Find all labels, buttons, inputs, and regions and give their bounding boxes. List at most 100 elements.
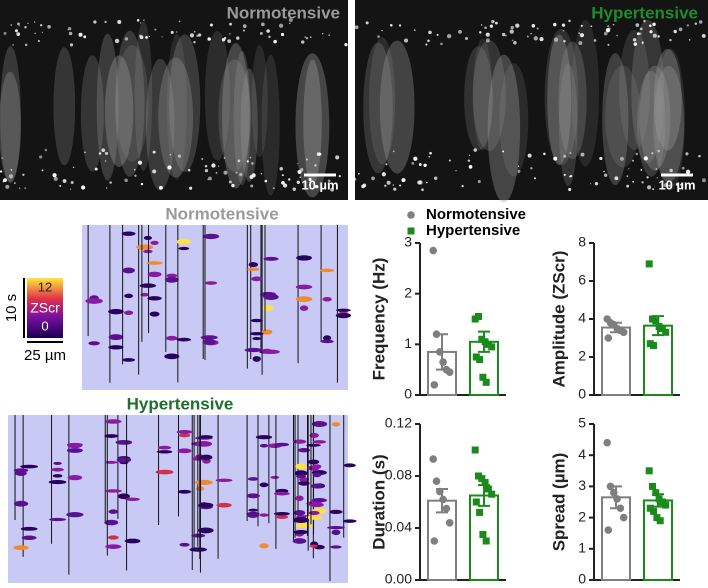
- granule: [204, 168, 209, 173]
- granule: [455, 170, 457, 172]
- granule: [193, 30, 196, 33]
- granule: [53, 176, 58, 181]
- granule: [335, 155, 340, 160]
- granule: [305, 36, 309, 40]
- granule: [281, 174, 284, 177]
- kymo-event: [108, 509, 119, 514]
- granule: [641, 41, 644, 44]
- cell: [639, 65, 671, 171]
- image-label: Normotensive: [227, 3, 340, 22]
- data-point: [482, 537, 490, 545]
- kymo-event: [342, 519, 357, 523]
- granule: [657, 149, 661, 153]
- granule: [473, 148, 478, 152]
- cell: [80, 55, 104, 172]
- kymo-event: [166, 273, 178, 278]
- cell: [547, 34, 572, 165]
- granule: [599, 156, 603, 161]
- kymo-event: [293, 510, 306, 516]
- granule: [47, 24, 51, 29]
- kymo-event: [21, 535, 37, 541]
- data-point: [649, 482, 656, 490]
- error-bar: [610, 321, 622, 334]
- granule: [261, 22, 265, 27]
- kymo-event: [320, 339, 334, 344]
- granule: [282, 183, 288, 188]
- granule: [563, 154, 567, 158]
- kymo-event: [306, 443, 321, 447]
- data-point: [652, 489, 660, 497]
- granule: [590, 25, 593, 28]
- granule: [84, 151, 86, 154]
- granule: [385, 163, 388, 166]
- y-tick-label: 0.12: [385, 415, 412, 431]
- granule: [458, 29, 462, 34]
- kymo-event: [322, 335, 332, 342]
- granule: [479, 31, 482, 34]
- granule: [553, 37, 559, 42]
- kymo-event: [146, 261, 163, 265]
- y-tick-label: 0: [404, 386, 412, 402]
- granule: [673, 29, 677, 34]
- cell: [499, 63, 529, 177]
- granule: [301, 40, 305, 44]
- data-point: [432, 477, 441, 486]
- granule: [34, 32, 36, 34]
- cell: [379, 40, 415, 174]
- granule: [330, 187, 334, 192]
- kymo-event: [248, 508, 258, 512]
- data-point: [662, 328, 670, 336]
- kymo-event: [143, 235, 152, 240]
- granule: [148, 35, 151, 38]
- granule: [98, 152, 102, 155]
- y-tick-label: 2: [404, 284, 412, 300]
- kymo-event: [259, 482, 269, 488]
- granule: [292, 187, 296, 191]
- cell: [295, 53, 330, 198]
- granule: [401, 178, 406, 183]
- granule: [652, 22, 656, 27]
- granule: [392, 184, 394, 186]
- kymo-event: [177, 448, 192, 454]
- granule: [531, 24, 536, 28]
- y-axis-label: Amplitude (ZScr): [549, 251, 568, 388]
- granule: [13, 182, 16, 185]
- granule: [468, 165, 473, 169]
- kymo-event: [327, 526, 345, 530]
- granule: [536, 27, 539, 30]
- kymo-event: [189, 547, 208, 552]
- kymo-event: [312, 472, 322, 478]
- colorbar-label: ZScr: [30, 300, 60, 316]
- granule: [39, 155, 43, 159]
- granule: [24, 26, 27, 29]
- kymo-event: [204, 281, 218, 285]
- granule: [607, 43, 610, 46]
- kymo-event: [143, 249, 153, 254]
- granule: [104, 160, 107, 162]
- kymo-event: [15, 470, 27, 476]
- granule: [640, 168, 643, 171]
- granule: [18, 187, 21, 189]
- cell: [619, 29, 650, 151]
- data-point: [479, 531, 487, 538]
- granule: [24, 187, 27, 190]
- granule: [680, 183, 683, 186]
- kymo-event: [294, 470, 308, 477]
- granule: [495, 21, 498, 25]
- granule: [273, 39, 277, 44]
- data-point: [650, 342, 658, 350]
- kymo-event: [124, 538, 141, 544]
- granule: [193, 41, 196, 44]
- data-point: [430, 381, 439, 389]
- granule: [12, 44, 14, 46]
- granule: [143, 19, 145, 21]
- kymo-event: [295, 296, 313, 302]
- kymo-event: [343, 463, 356, 468]
- granule: [242, 29, 245, 32]
- cell: [631, 19, 665, 164]
- kymo-event: [319, 268, 335, 273]
- kymo-event: [198, 502, 214, 508]
- granule: [259, 32, 263, 35]
- granule: [641, 42, 644, 45]
- data-point: [652, 317, 660, 325]
